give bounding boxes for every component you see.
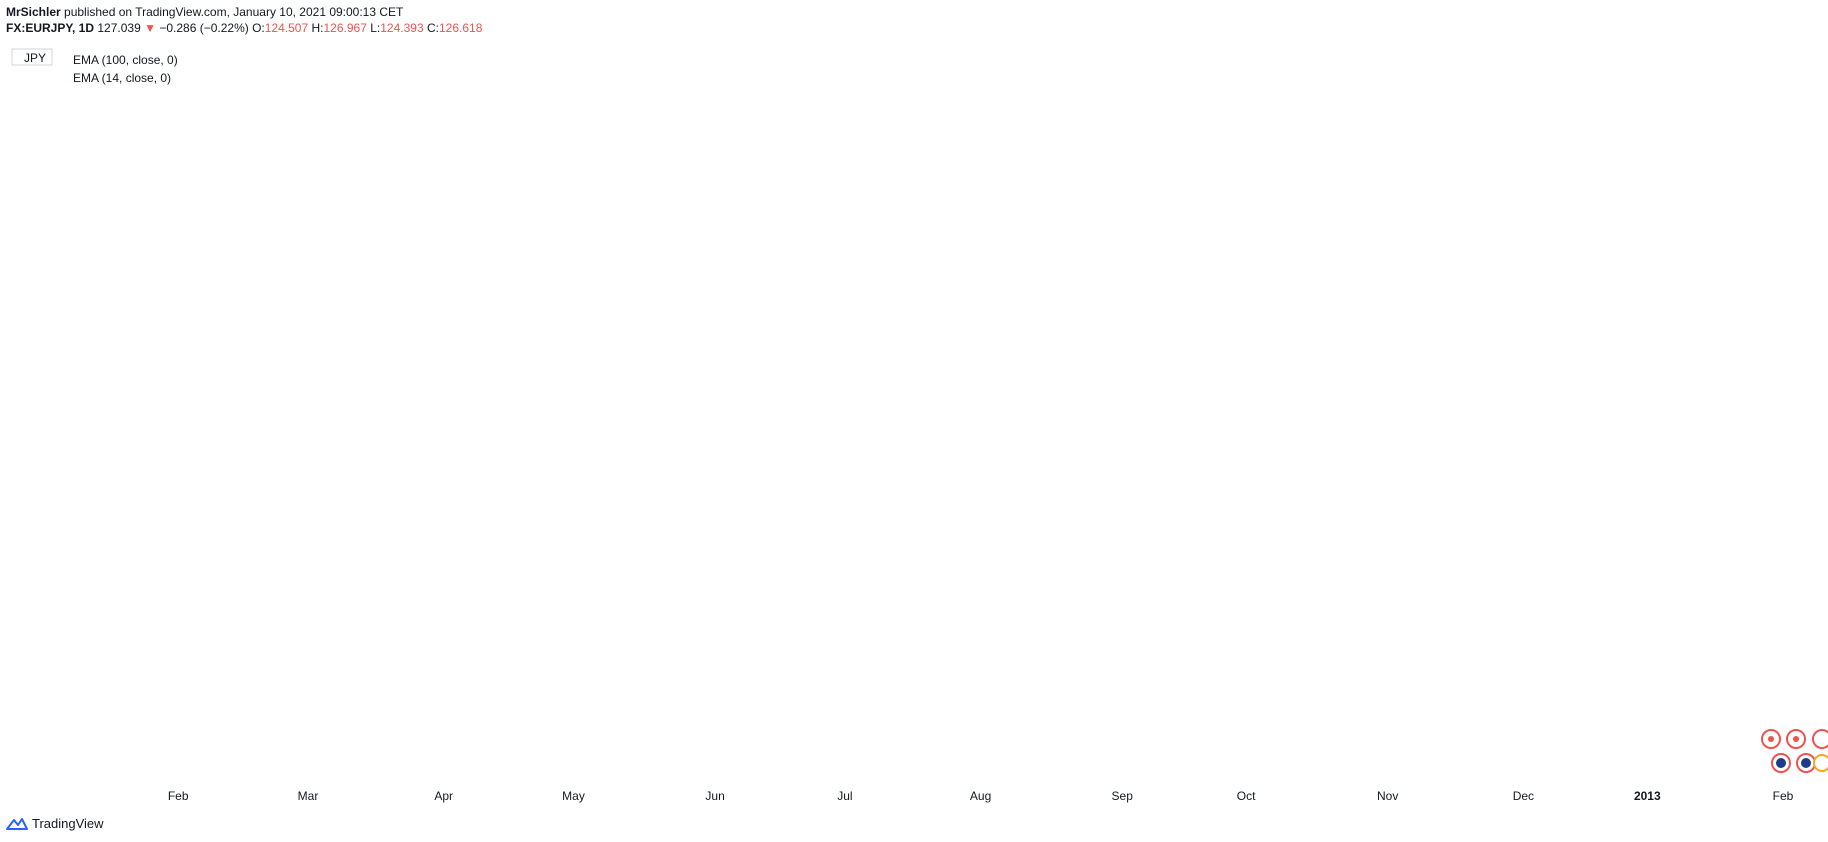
currency-badge: JPY [24, 51, 46, 65]
time-tick: Feb [1773, 789, 1794, 803]
down-arrow-icon: ▼ [144, 21, 156, 35]
time-tick: Jul [837, 789, 852, 803]
chart-header: MrSichler published on TradingView.com, … [6, 4, 482, 36]
time-tick: Oct [1237, 789, 1256, 803]
last-price: 127.039 [97, 21, 141, 35]
symbol-line: FX:EURJPY, 1D 127.039 ▼ −0.286 (−0.22%) … [6, 20, 482, 36]
publisher-line: MrSichler published on TradingView.com, … [6, 4, 482, 20]
legend-ema14[interactable]: EMA (14, close, 0) [73, 71, 171, 85]
open-value: 124.507 [264, 21, 309, 35]
high-label: H: [311, 21, 324, 35]
price-change: −0.286 (−0.22%) [159, 21, 249, 35]
time-tick: Apr [434, 789, 453, 803]
time-tick: Jun [705, 789, 724, 803]
legend-ema100[interactable]: EMA (100, close, 0) [73, 53, 178, 67]
indicator-legend[interactable]: JPY EMA (100, close, 0) EMA (14, close, … [11, 48, 178, 85]
time-tick: Feb [168, 789, 189, 803]
flag-icon [1776, 758, 1786, 768]
tradingview-brand: TradingView [32, 816, 104, 831]
event-circle-icon[interactable] [1813, 754, 1828, 772]
event-circle-icon[interactable] [1812, 729, 1828, 749]
time-axis[interactable]: Feb Mar Apr May Jun Jul Aug Sep Oct Nov Dec 2013 Feb [168, 789, 1794, 803]
currency-badge-box [11, 48, 53, 66]
tradingview-logo-icon [6, 817, 28, 830]
close-label: C: [426, 21, 439, 35]
open-label: O: [252, 21, 265, 35]
time-tick: May [562, 789, 585, 803]
time-tick: Mar [298, 789, 319, 803]
tradingview-logo[interactable]: TradingView [6, 816, 104, 831]
time-tick: Sep [1112, 789, 1134, 803]
close-value: 126.618 [438, 21, 483, 35]
low-value: 124.393 [380, 21, 424, 35]
time-tick: Nov [1377, 789, 1398, 803]
author-name[interactable]: MrSichler [6, 5, 61, 19]
event-dot-icon [1793, 736, 1799, 742]
flag-icon [1801, 758, 1811, 768]
low-label: L: [370, 21, 381, 35]
time-tick: 2013 [1634, 789, 1661, 803]
time-tick: Dec [1513, 789, 1534, 803]
symbol-name[interactable]: FX:EURJPY, 1D [6, 21, 95, 35]
time-tick: Aug [970, 789, 991, 803]
publish-info: published on TradingView.com, January 10… [64, 5, 404, 19]
event-dot-icon [1768, 736, 1774, 742]
event-icons[interactable] [1761, 729, 1828, 773]
high-value: 126.967 [323, 21, 367, 35]
